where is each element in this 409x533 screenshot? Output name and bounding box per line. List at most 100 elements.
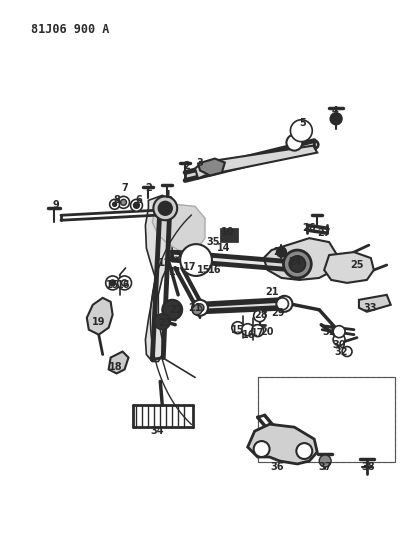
Circle shape	[154, 314, 170, 330]
Text: 26: 26	[303, 223, 316, 233]
Circle shape	[254, 310, 265, 322]
Circle shape	[130, 199, 142, 211]
Circle shape	[276, 247, 286, 257]
Text: 31: 31	[322, 327, 336, 337]
Circle shape	[319, 455, 331, 467]
Circle shape	[281, 300, 288, 308]
Text: 32: 32	[334, 346, 348, 357]
Text: 35: 35	[206, 237, 220, 247]
Text: 17: 17	[183, 262, 197, 272]
Circle shape	[118, 196, 130, 208]
Bar	[220, 228, 238, 242]
Circle shape	[232, 322, 244, 334]
Text: 18: 18	[109, 362, 122, 373]
Text: 8: 8	[113, 196, 120, 205]
Circle shape	[254, 441, 270, 457]
Circle shape	[342, 346, 352, 357]
Text: 12: 12	[157, 258, 171, 268]
Circle shape	[121, 280, 128, 286]
Text: 15: 15	[197, 265, 211, 275]
Polygon shape	[185, 141, 314, 181]
Text: 24: 24	[289, 257, 302, 267]
Polygon shape	[109, 352, 128, 374]
Text: 20: 20	[260, 327, 273, 337]
Text: 11: 11	[169, 267, 182, 277]
Text: 21: 21	[265, 287, 278, 297]
Text: 17: 17	[251, 328, 264, 337]
Text: 27: 27	[317, 228, 331, 238]
Circle shape	[180, 244, 212, 276]
Text: 5: 5	[299, 118, 306, 128]
Circle shape	[330, 113, 342, 125]
Text: 21: 21	[188, 303, 202, 313]
Circle shape	[112, 203, 117, 206]
Text: 37: 37	[319, 462, 332, 472]
Polygon shape	[172, 252, 294, 270]
Circle shape	[192, 300, 208, 316]
Circle shape	[294, 124, 308, 138]
Circle shape	[276, 298, 288, 310]
Circle shape	[192, 305, 202, 315]
Text: 15: 15	[231, 325, 245, 335]
Text: 2: 2	[183, 160, 189, 171]
Text: 3: 3	[197, 158, 203, 167]
Text: 25: 25	[350, 260, 364, 270]
Text: 6: 6	[135, 196, 142, 205]
Text: 81J06 900 A: 81J06 900 A	[31, 23, 110, 36]
Circle shape	[162, 300, 182, 320]
Polygon shape	[263, 238, 337, 280]
Text: 30: 30	[333, 340, 346, 350]
Circle shape	[276, 296, 292, 312]
Circle shape	[242, 324, 254, 336]
Text: 14: 14	[217, 243, 231, 253]
Circle shape	[297, 443, 312, 459]
Polygon shape	[153, 204, 205, 252]
Circle shape	[196, 304, 204, 312]
Text: 38: 38	[361, 462, 375, 472]
Circle shape	[110, 280, 116, 286]
Circle shape	[110, 199, 119, 209]
Circle shape	[333, 334, 345, 345]
Text: 22: 22	[169, 305, 183, 315]
Text: 34: 34	[151, 426, 164, 436]
Text: 10: 10	[221, 227, 235, 237]
Text: 4: 4	[332, 106, 339, 116]
Text: 19: 19	[92, 317, 106, 327]
Text: 7: 7	[121, 183, 128, 193]
Text: 15: 15	[106, 280, 119, 290]
Circle shape	[121, 199, 126, 205]
Text: 16: 16	[242, 329, 256, 340]
Circle shape	[286, 135, 302, 151]
Text: 28: 28	[254, 310, 267, 320]
Circle shape	[153, 196, 177, 220]
Polygon shape	[195, 300, 284, 312]
Bar	[258, 377, 395, 462]
Polygon shape	[146, 196, 172, 361]
Circle shape	[184, 248, 208, 272]
Text: 13: 13	[169, 250, 182, 260]
Circle shape	[252, 325, 263, 337]
Polygon shape	[359, 295, 391, 312]
Polygon shape	[324, 252, 374, 283]
Circle shape	[118, 276, 132, 290]
Text: 33: 33	[363, 303, 377, 313]
Circle shape	[106, 276, 119, 290]
Circle shape	[290, 120, 312, 142]
Text: 16: 16	[117, 280, 130, 290]
Polygon shape	[195, 146, 317, 179]
Circle shape	[333, 326, 345, 337]
Polygon shape	[198, 158, 225, 175]
Text: 1: 1	[165, 190, 172, 200]
Text: 2: 2	[145, 183, 152, 193]
Text: 36: 36	[271, 462, 284, 472]
Polygon shape	[87, 298, 112, 335]
Circle shape	[133, 203, 139, 208]
Text: 22: 22	[274, 247, 287, 257]
Text: 9: 9	[53, 200, 59, 211]
Circle shape	[283, 250, 311, 278]
Circle shape	[290, 256, 305, 272]
Text: 16: 16	[208, 265, 222, 275]
Text: 29: 29	[271, 308, 284, 318]
Circle shape	[158, 201, 172, 215]
Polygon shape	[248, 424, 317, 464]
